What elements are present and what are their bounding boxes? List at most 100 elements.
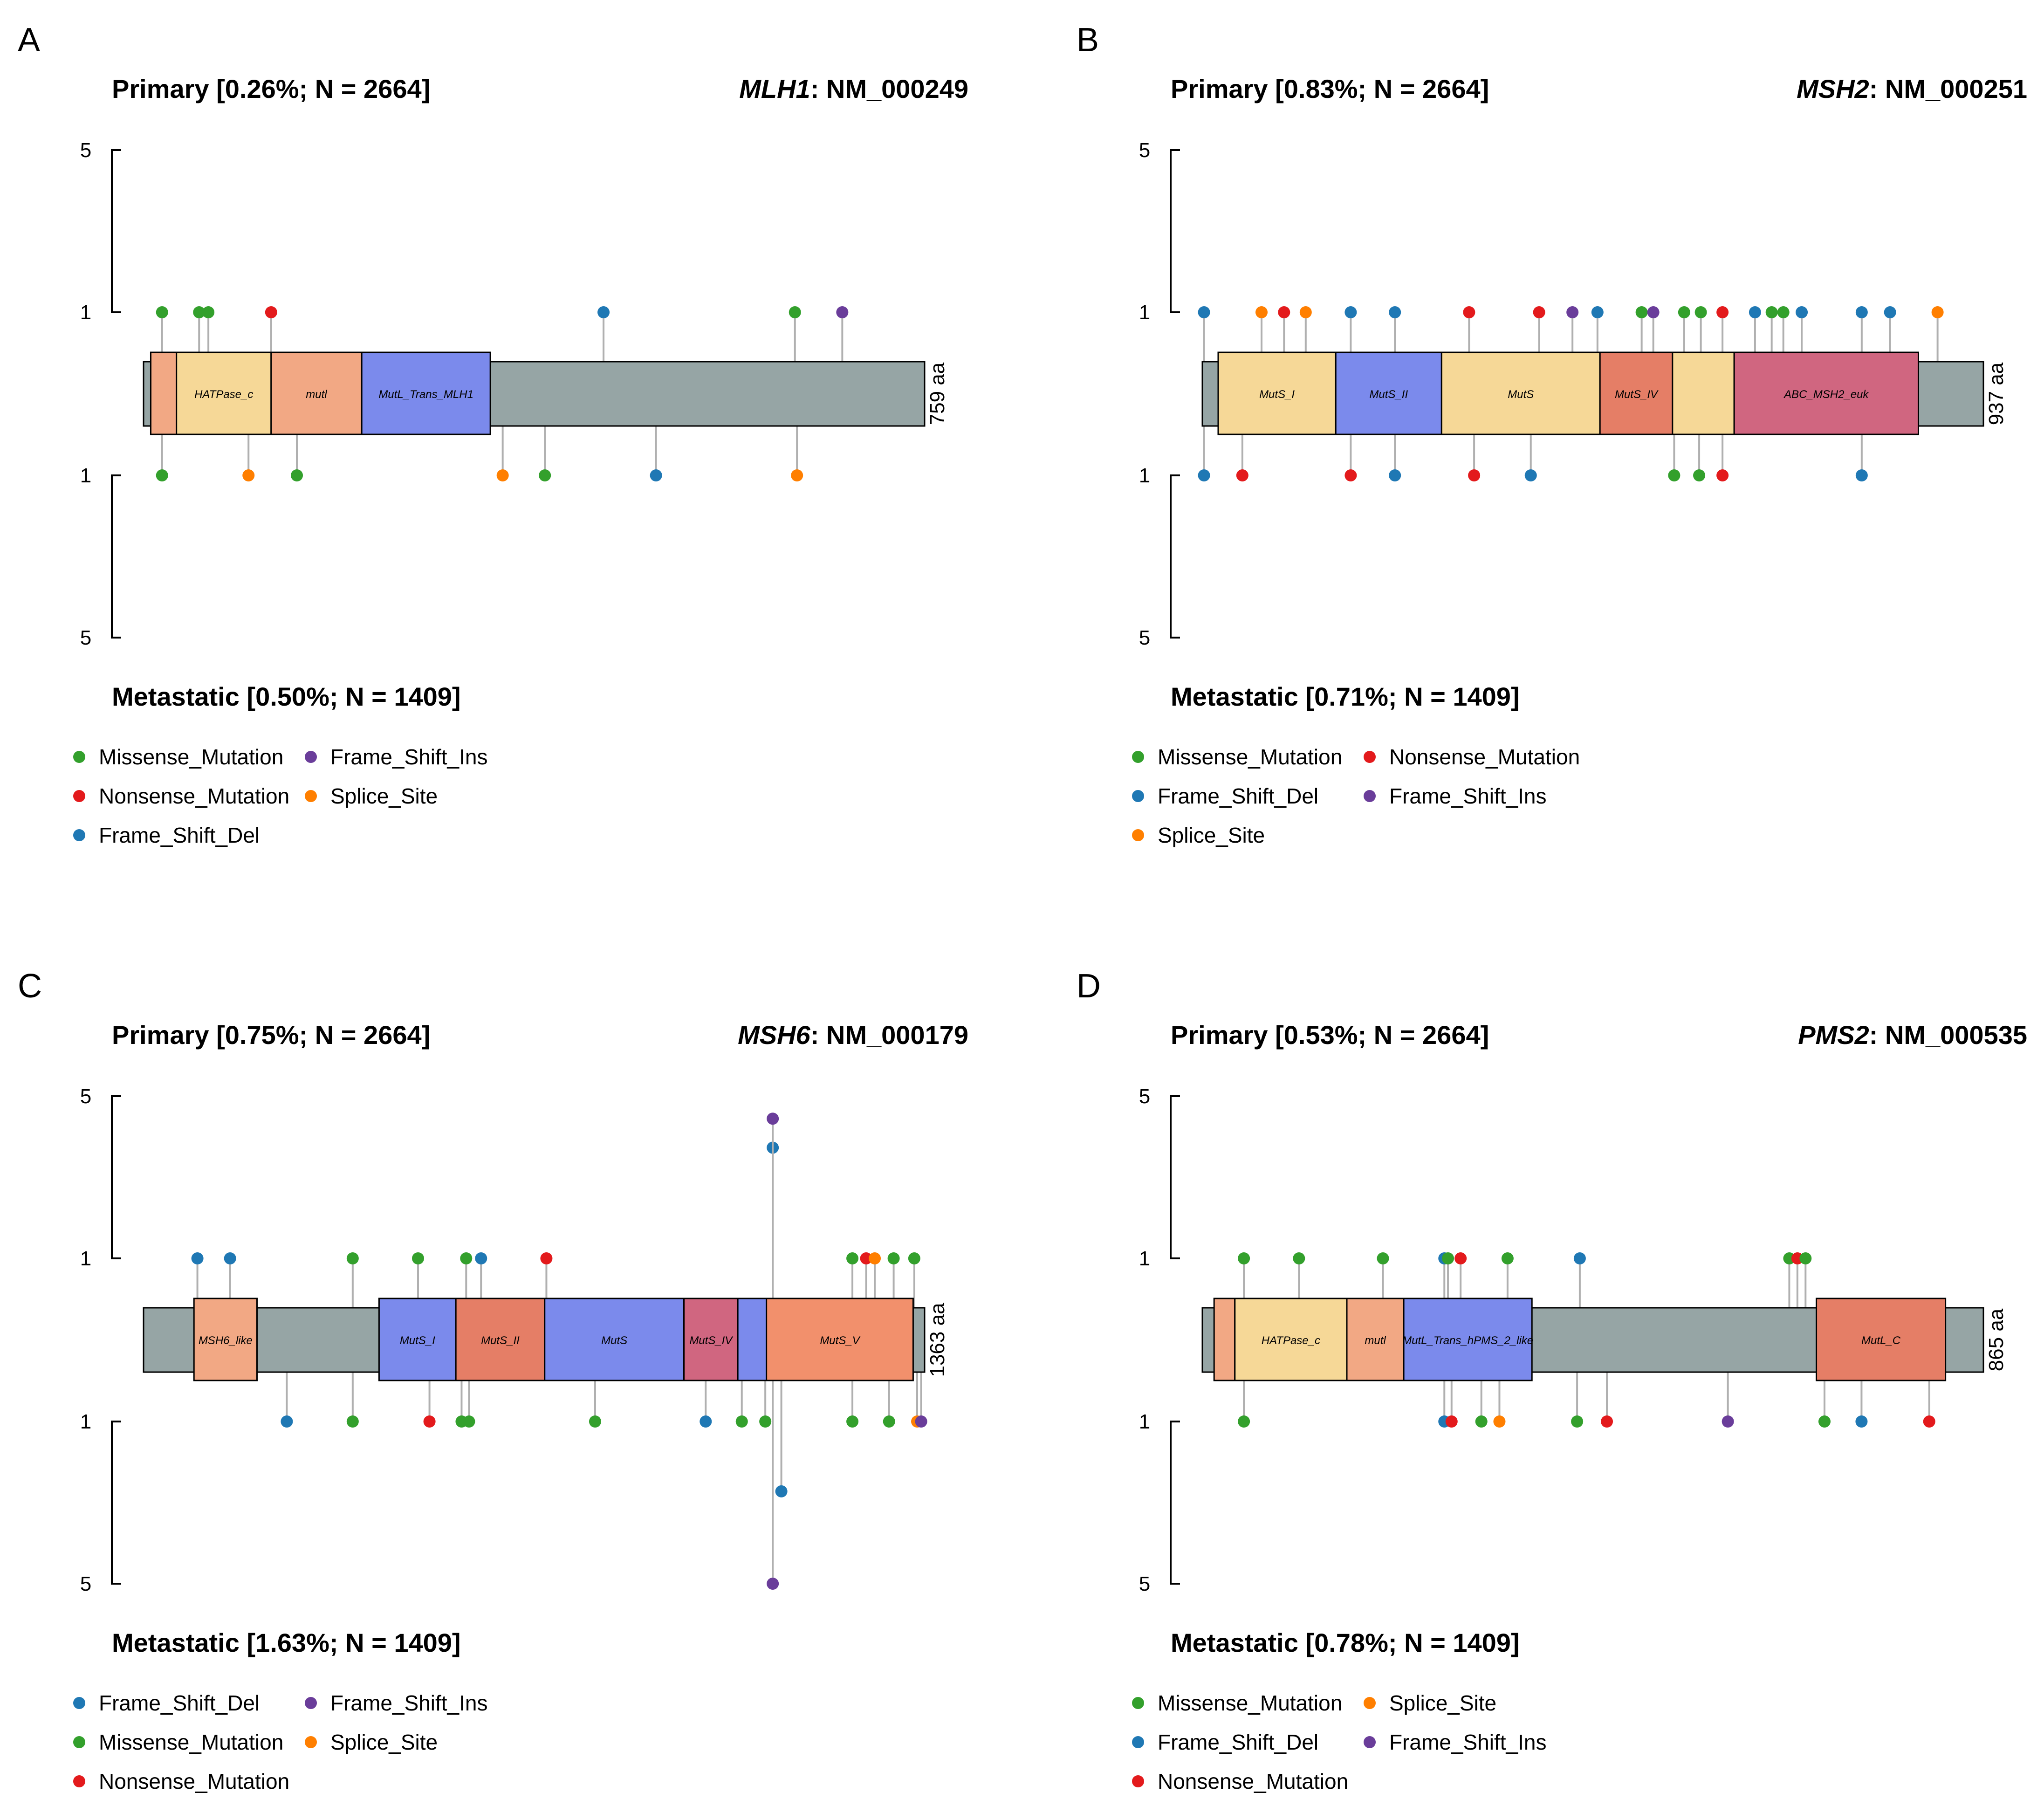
- metastatic-mutation-dot: [539, 469, 551, 481]
- metastatic-mutation-dot: [1855, 469, 1868, 481]
- legend-label: Frame_Shift_Ins: [330, 745, 487, 769]
- y-tick-label: 5: [80, 1573, 91, 1595]
- metastatic-mutation-dot: [1571, 1415, 1584, 1428]
- metastatic-y-axis: [111, 474, 121, 639]
- metastatic-mutation-dot: [156, 469, 168, 481]
- primary-mutation-dot: [1749, 306, 1761, 318]
- metastatic-mutation-dot: [346, 1415, 359, 1428]
- legend-marker: [305, 1697, 317, 1709]
- domain-label: ABC_MSH2_euk: [1783, 388, 1869, 401]
- transcript-id: : NM_000251: [1869, 74, 2027, 103]
- panel-letter: A: [18, 21, 40, 59]
- primary-y-axis: [111, 149, 121, 313]
- legend-marker: [73, 790, 85, 802]
- domain-label: MutS: [1508, 388, 1534, 401]
- protein-length-label: 865 aa: [1985, 1308, 2008, 1371]
- protein-length-label: 1363 aa: [926, 1303, 949, 1377]
- primary-mutation-dot: [846, 1252, 859, 1264]
- primary-mutation-dot: [191, 1252, 204, 1264]
- protein-domain: [1234, 1298, 1348, 1381]
- gene-transcript: MSH2: NM_000251: [1797, 74, 2027, 103]
- gene-transcript: PMS2: NM_000535: [1798, 1020, 2027, 1050]
- y-tick-label: 1: [80, 1247, 91, 1270]
- primary-y-axis: [1170, 1095, 1180, 1259]
- legend-marker: [73, 1775, 85, 1787]
- legend-label: Missense_Mutation: [1158, 1691, 1342, 1715]
- primary-mutation-dot: [1855, 306, 1868, 318]
- panel-letter: B: [1077, 21, 1099, 59]
- domain-label: mutl: [306, 388, 327, 401]
- primary-mutation-dot: [1716, 306, 1729, 318]
- metastatic-title: Metastatic [0.50%; N = 1409]: [112, 682, 461, 711]
- transcript-id: : NM_000535: [1869, 1020, 2027, 1050]
- metastatic-mutation-dot: [791, 469, 803, 481]
- metastatic-mutation-dot: [1668, 469, 1680, 481]
- domain-label: MutS_II: [481, 1334, 520, 1347]
- primary-mutation-dot: [1442, 1252, 1454, 1264]
- panel-d: D Primary [0.53%; N = 2664] PMS2: NM_00053…: [1077, 968, 2027, 1793]
- primary-title: Primary [0.53%; N = 2664]: [1171, 1020, 1489, 1050]
- primary-mutation-dot: [1799, 1252, 1812, 1264]
- primary-mutation-dot: [1566, 306, 1579, 318]
- primary-mutation-dot: [869, 1252, 881, 1264]
- gene-name: PMS2: [1798, 1020, 1869, 1050]
- primary-mutation-dot: [1377, 1252, 1389, 1264]
- metastatic-mutation-dot: [1238, 1415, 1250, 1428]
- domain-label: MSH6_like: [199, 1334, 253, 1347]
- domain-label: MutS_V: [820, 1334, 860, 1347]
- primary-mutation-dot: [412, 1252, 424, 1264]
- legend-label: Splice_Site: [330, 784, 438, 808]
- domain-label: MutS: [601, 1334, 627, 1347]
- y-tick-label: 1: [80, 464, 91, 487]
- legend-marker: [1132, 790, 1144, 802]
- metastatic-mutation-dot: [1601, 1415, 1613, 1428]
- legend-marker: [73, 1697, 85, 1709]
- legend-marker: [305, 790, 317, 802]
- y-tick-label: 1: [80, 1410, 91, 1433]
- domain-label: MutL_Trans_hPMS_2_like: [1402, 1334, 1533, 1347]
- y-tick-label: 5: [1139, 626, 1150, 649]
- primary-mutation-dot: [475, 1252, 487, 1264]
- primary-mutation-dot: [1931, 306, 1944, 318]
- metastatic-mutation-dot: [1236, 469, 1248, 481]
- y-tick-label: 1: [1139, 1247, 1150, 1270]
- metastatic-mutation-dot: [496, 469, 509, 481]
- protein-domain: [1213, 1298, 1236, 1381]
- legend-marker: [1364, 1736, 1376, 1748]
- metastatic-mutation-dot: [589, 1415, 601, 1428]
- metastatic-title: Metastatic [1.63%; N = 1409]: [112, 1628, 461, 1657]
- protein-domain: [270, 351, 363, 435]
- primary-mutation-dot: [156, 306, 168, 318]
- metastatic-mutation-dot: [759, 1415, 772, 1428]
- protein-domain: [150, 351, 178, 435]
- metastatic-mutation-dot: [883, 1415, 895, 1428]
- primary-mutation-dot: [1647, 306, 1660, 318]
- protein-domain: [1440, 351, 1601, 435]
- panel-c: C Primary [0.75%; N = 2664] MSH6: NM_00017…: [18, 968, 968, 1793]
- protein-domain: [1403, 1298, 1533, 1381]
- protein-domain: [361, 351, 491, 435]
- legend-marker: [1132, 1775, 1144, 1787]
- primary-mutation-dot: [597, 306, 610, 318]
- y-tick-label: 5: [1139, 1085, 1150, 1108]
- domain-label: mutl: [1365, 1334, 1386, 1347]
- primary-mutation-dot: [1694, 306, 1707, 318]
- primary-mutation-dot: [193, 306, 206, 318]
- protein-domain: [176, 351, 272, 435]
- primary-mutation-dot: [460, 1252, 473, 1264]
- domain-label: MutS_I: [400, 1334, 435, 1347]
- protein-domain: [1217, 351, 1337, 435]
- primary-mutation-dot: [860, 1252, 872, 1264]
- metastatic-mutation-dot: [1818, 1415, 1831, 1428]
- domain-label: HATPase_c: [1262, 1334, 1320, 1347]
- primary-mutation-dot: [1198, 306, 1210, 318]
- panel-letter: D: [1077, 968, 1101, 1005]
- legend-label: Missense_Mutation: [1158, 745, 1342, 769]
- primary-mutation-dot: [789, 306, 801, 318]
- transcript-id: : NM_000179: [810, 1020, 968, 1050]
- protein-length-label: 937 aa: [1985, 362, 2008, 425]
- legend-label: Frame_Shift_Del: [99, 1691, 260, 1715]
- primary-mutation-dot: [836, 306, 849, 318]
- legend-label: Frame_Shift_Ins: [1389, 784, 1546, 808]
